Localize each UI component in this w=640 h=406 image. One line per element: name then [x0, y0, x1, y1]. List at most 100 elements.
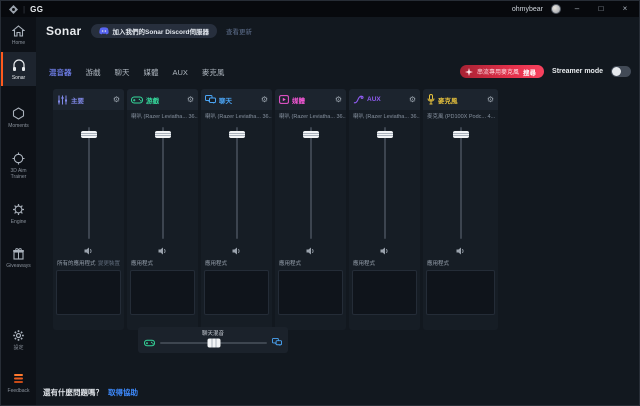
channel-gear-icon[interactable]: ⚙ — [112, 94, 120, 104]
app-routing-box[interactable] — [56, 270, 121, 315]
sidebar-item-settings[interactable]: 設定 — [1, 322, 36, 357]
app-routing-box[interactable] — [278, 270, 343, 315]
sidebar-item-label: 設定 — [13, 345, 24, 351]
channel-device — [53, 110, 124, 121]
mute-button[interactable] — [349, 243, 420, 258]
app-routing-box[interactable] — [204, 270, 269, 315]
sidebar-item-label: Giveaways — [6, 263, 31, 269]
channel-gear-icon[interactable]: ⚙ — [260, 94, 268, 104]
channel-gear-icon[interactable]: ⚙ — [486, 94, 494, 104]
sidebar-item-label: Engine — [10, 218, 27, 225]
channel-game: 游戲 ⚙ 喇叭 (Razer Leviatha... 36... 應用程式 — [127, 89, 198, 330]
sonar-tabs: 混音器 游戲 聊天 媒體 AUX 麥克風 — [49, 67, 224, 78]
page-title: Sonar — [46, 24, 82, 38]
tab-mixer[interactable]: 混音器 — [49, 68, 72, 77]
sidebar-item-label: Sonar — [11, 74, 26, 81]
header-secondary-link[interactable]: 查看更新 — [225, 29, 252, 36]
slider-handle[interactable] — [80, 131, 97, 138]
mute-button[interactable] — [53, 243, 124, 258]
sidebar-item-sonar[interactable]: Sonar — [1, 51, 36, 86]
mute-button[interactable] — [275, 243, 346, 258]
channel-device: 喇叭 (Razer Leviatha... 36... — [205, 114, 272, 120]
chat-bubble-icon — [205, 94, 216, 104]
app-routing-box[interactable] — [426, 270, 495, 315]
sidebar-item-label: Feedback — [7, 387, 30, 394]
volume-slider — [53, 121, 124, 243]
speaker-icon — [456, 247, 464, 254]
sidebar-item-giveaways[interactable]: Giveaways — [1, 240, 36, 275]
channel-header: 媒體 ⚙ — [275, 89, 346, 110]
apps-label: 應用程式 — [131, 261, 154, 267]
sidebar-item-aim-trainer[interactable]: 3D Aim Trainer — [1, 145, 36, 186]
volume-slider — [201, 121, 272, 243]
stream-mic-search-button[interactable]: 串流專用麥克風 搜尋 — [460, 65, 545, 78]
app-routing-box[interactable] — [130, 270, 195, 315]
volume-slider — [423, 121, 498, 243]
slider-handle[interactable] — [452, 131, 469, 138]
home-icon — [11, 23, 26, 38]
channel-gear-icon[interactable]: ⚙ — [408, 94, 416, 104]
channel-gear-icon[interactable]: ⚙ — [334, 94, 342, 104]
slider-track[interactable] — [459, 127, 462, 239]
channel-header: 主要 ⚙ — [53, 89, 124, 110]
steelseries-logo-icon — [9, 4, 18, 14]
speaker-icon — [232, 247, 240, 254]
tab-game[interactable]: 游戲 — [85, 68, 101, 77]
chatmix-slider-handle[interactable] — [207, 338, 220, 347]
chatmix-slider-track[interactable] — [160, 338, 267, 347]
sidebar-item-moments[interactable]: Moments — [1, 100, 36, 135]
slider-track[interactable] — [161, 127, 164, 239]
mute-button[interactable] — [423, 243, 498, 258]
join-discord-button[interactable]: 加入我們的Sonar Discord伺服器 — [90, 24, 217, 38]
channel-chat: 聊天 ⚙ 喇叭 (Razer Leviatha... 36... 應用程式 — [201, 89, 272, 330]
tab-aux[interactable]: AUX — [172, 68, 188, 77]
channel-footer: 應用程式 — [349, 258, 420, 267]
settings-gear-icon — [11, 328, 26, 343]
engine-icon — [11, 202, 26, 217]
apps-label: 應用程式 — [205, 261, 228, 267]
channel-name: 聊天 — [219, 97, 232, 105]
titlebar-divider: | — [23, 4, 26, 14]
sidebar-item-engine[interactable]: Engine — [1, 196, 36, 231]
channel-header: AUX ⚙ — [349, 89, 420, 110]
channel-name: 主要 — [71, 97, 84, 105]
slider-track[interactable] — [87, 127, 90, 239]
channel-mic: 麥克風 ⚙ 麥克風 (PD100X Podc... 4... 應用程式 — [423, 89, 498, 330]
minimize-button[interactable]: – — [574, 4, 580, 13]
get-help-link[interactable]: 取得協助 — [108, 388, 138, 397]
slider-handle[interactable] — [154, 131, 171, 138]
streamer-mode-toggle[interactable] — [611, 66, 631, 77]
slider-handle[interactable] — [376, 131, 393, 138]
sidebar-item-home[interactable]: Home — [1, 17, 36, 52]
maximize-button[interactable]: □ — [598, 4, 604, 13]
mute-button[interactable] — [127, 243, 198, 258]
titlebar: | GG ohmybear – □ × — [1, 1, 639, 17]
slider-track[interactable] — [309, 127, 312, 239]
app-routing-box[interactable] — [352, 270, 417, 315]
slider-track[interactable] — [235, 127, 238, 239]
chatmix-label: 聊天混音 — [201, 331, 224, 337]
sidebar-item-feedback[interactable]: Feedback — [1, 365, 36, 400]
slider-handle[interactable] — [228, 131, 245, 138]
channel-gear-icon[interactable]: ⚙ — [186, 94, 194, 104]
user-avatar[interactable] — [551, 4, 561, 14]
slider-track[interactable] — [383, 127, 386, 239]
sidebar-item-label: 3D Aim Trainer — [10, 167, 27, 181]
streamer-mode-label: Streamer mode — [552, 68, 603, 75]
mute-button[interactable] — [201, 243, 272, 258]
volume-slider — [127, 121, 198, 243]
sonar-icon — [11, 58, 26, 73]
channel-media: 媒體 ⚙ 喇叭 (Razer Leviatha... 36... 應用程式 — [275, 89, 346, 330]
channel-device: 麥克風 (PD100X Podc... 4... — [427, 114, 496, 120]
channel-footer: 應用程式 — [201, 258, 272, 267]
tab-mic[interactable]: 麥克風 — [201, 68, 225, 77]
tab-media[interactable]: 媒體 — [143, 68, 159, 77]
change-device-link[interactable]: 變更裝置 — [97, 261, 120, 267]
tab-chat[interactable]: 聊天 — [114, 68, 130, 77]
mixer-sliders-icon — [58, 95, 67, 104]
close-button[interactable]: × — [622, 4, 628, 13]
stream-mic-label: 串流專用麥克風 — [477, 70, 520, 76]
username-label: ohmybear — [511, 5, 543, 13]
slider-handle[interactable] — [302, 131, 319, 138]
